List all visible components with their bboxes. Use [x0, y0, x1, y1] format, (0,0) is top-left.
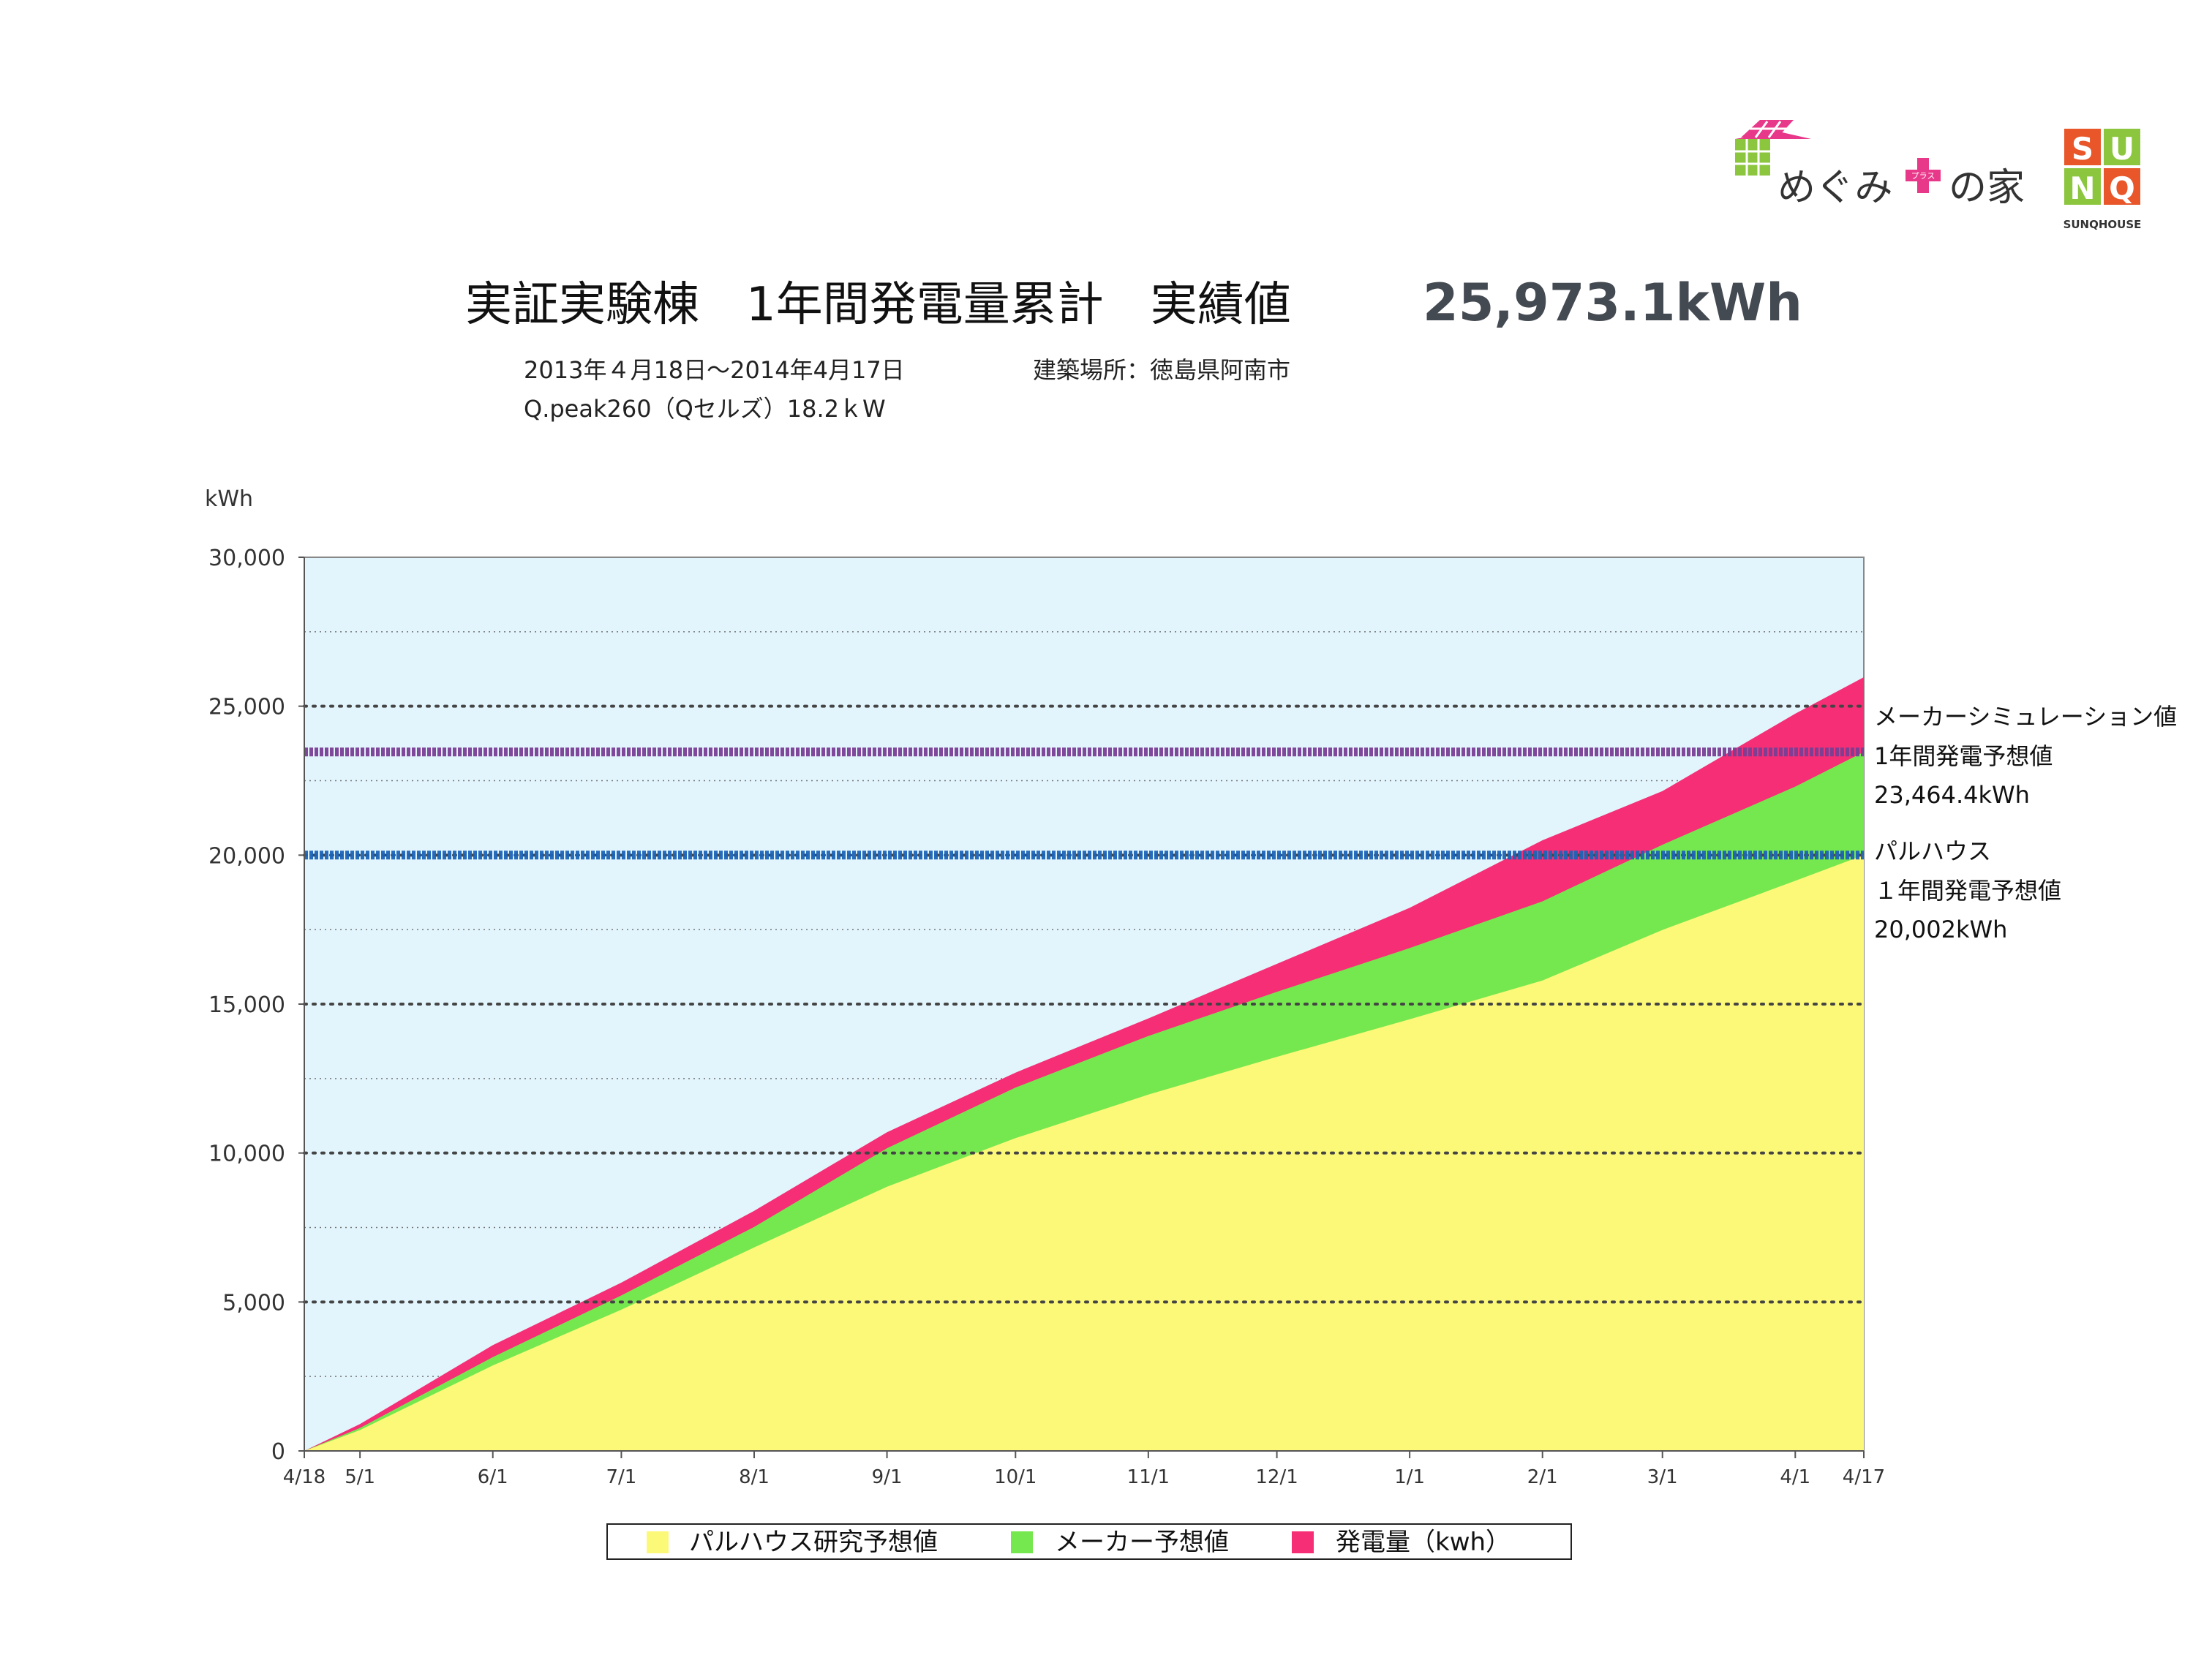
- y-tick-label: 30,000: [208, 546, 285, 571]
- pal-annotation-line3: 20,002kWh: [1874, 916, 2007, 943]
- x-tick-label: 2/1: [1527, 1466, 1558, 1488]
- sunq-letter-s: S: [2072, 131, 2094, 167]
- sunq-letter-u: U: [2110, 131, 2134, 167]
- reference-lines: [304, 747, 1864, 860]
- y-axis-label: kWh: [205, 486, 253, 512]
- sunq-tile-u: [2104, 129, 2140, 165]
- legend-swatch-maker: [1011, 1531, 1033, 1553]
- location-text: 建築場所：徳島県阿南市: [1033, 356, 1290, 384]
- y-tick-label: 5,000: [222, 1290, 285, 1316]
- x-tick-label: 1/1: [1394, 1466, 1425, 1488]
- y-tick-label: 15,000: [208, 992, 285, 1018]
- x-tick-label: 11/1: [1127, 1466, 1170, 1488]
- major-gridlines: [303, 704, 1865, 1304]
- x-tick-label: 12/1: [1255, 1466, 1298, 1488]
- x-tick-label: 4/1: [1780, 1466, 1810, 1488]
- chart-total: 25,973.1kWh: [1423, 273, 1802, 333]
- sunq-logo: S U N Q SUNQHOUSE: [2064, 129, 2142, 231]
- maker-annotation-line2: 1年間発電予想値: [1874, 742, 2053, 770]
- x-tick-label: 5/1: [345, 1466, 375, 1488]
- x-tick-label: 3/1: [1647, 1466, 1678, 1488]
- y-tick-labels: 0 5,000 10,000 15,000 20,000 25,000 30,000: [208, 546, 304, 1465]
- legend-swatch-pal: [647, 1531, 669, 1553]
- legend-swatch-actual: [1292, 1531, 1314, 1553]
- system-text: Q.peak260（Qセルズ）18.2ｋW: [524, 395, 886, 423]
- megumi-text-1: めぐみ: [1778, 166, 1893, 210]
- period-text: 2013年４月18日〜2014年4月17日: [524, 356, 905, 384]
- sunq-caption: SUNQHOUSE: [2064, 218, 2142, 231]
- x-tick-label: 7/1: [606, 1466, 637, 1488]
- sunq-tile-n: [2064, 168, 2101, 205]
- x-tick-label: 10/1: [994, 1466, 1037, 1488]
- maker-annotation-line3: 23,464.4kWh: [1874, 781, 2030, 809]
- sunq-tile-s: [2064, 129, 2101, 165]
- pal-annotation-line2: １年間発電予想値: [1874, 877, 2061, 905]
- x-tick-label: 4/17: [1843, 1466, 1885, 1488]
- plus-icon: [1906, 158, 1941, 193]
- pal-annotation-line1: パルハウス: [1874, 837, 1991, 865]
- legend-label-pal: パルハウス研究予想値: [689, 1528, 938, 1557]
- megumi-text-2: の家: [1949, 166, 2025, 210]
- y-tick-label: 20,000: [208, 843, 285, 869]
- x-tick-labels: 4/18 5/1 6/1 7/1 8/1 9/1 10/1 11/1 12/1 1/1 2/1 3/1…: [283, 1451, 1885, 1488]
- x-tick-label: 4/18: [283, 1466, 326, 1488]
- x-tick-label: 6/1: [478, 1466, 508, 1488]
- sunq-letter-n: N: [2069, 170, 2095, 206]
- maker-annotation-line1: メーカーシミュレーション値: [1874, 703, 2177, 731]
- legend: パルハウス研究予想値 メーカー予想値 発電量（kwh）: [606, 1523, 1572, 1560]
- legend-label-actual: 発電量（kwh）: [1336, 1528, 1511, 1557]
- sunq-letter-q: Q: [2109, 170, 2135, 206]
- y-tick-label: 10,000: [208, 1142, 285, 1167]
- y-tick-label: 0: [271, 1439, 285, 1465]
- legend-label-maker: メーカー予想値: [1055, 1528, 1229, 1557]
- roof-grid-icon: [1735, 120, 1811, 176]
- chart-title: 実証実験棟 1年間発電量累計 実績値: [465, 278, 1291, 332]
- x-tick-label: 9/1: [872, 1466, 903, 1488]
- x-tick-label: 8/1: [739, 1466, 770, 1488]
- y-tick-label: 25,000: [208, 695, 285, 720]
- sunq-tile-q: [2104, 168, 2140, 205]
- megumi-plus-label: プラス: [1911, 171, 1936, 181]
- megumi-logo: めぐみ プラス の家: [1735, 120, 2025, 210]
